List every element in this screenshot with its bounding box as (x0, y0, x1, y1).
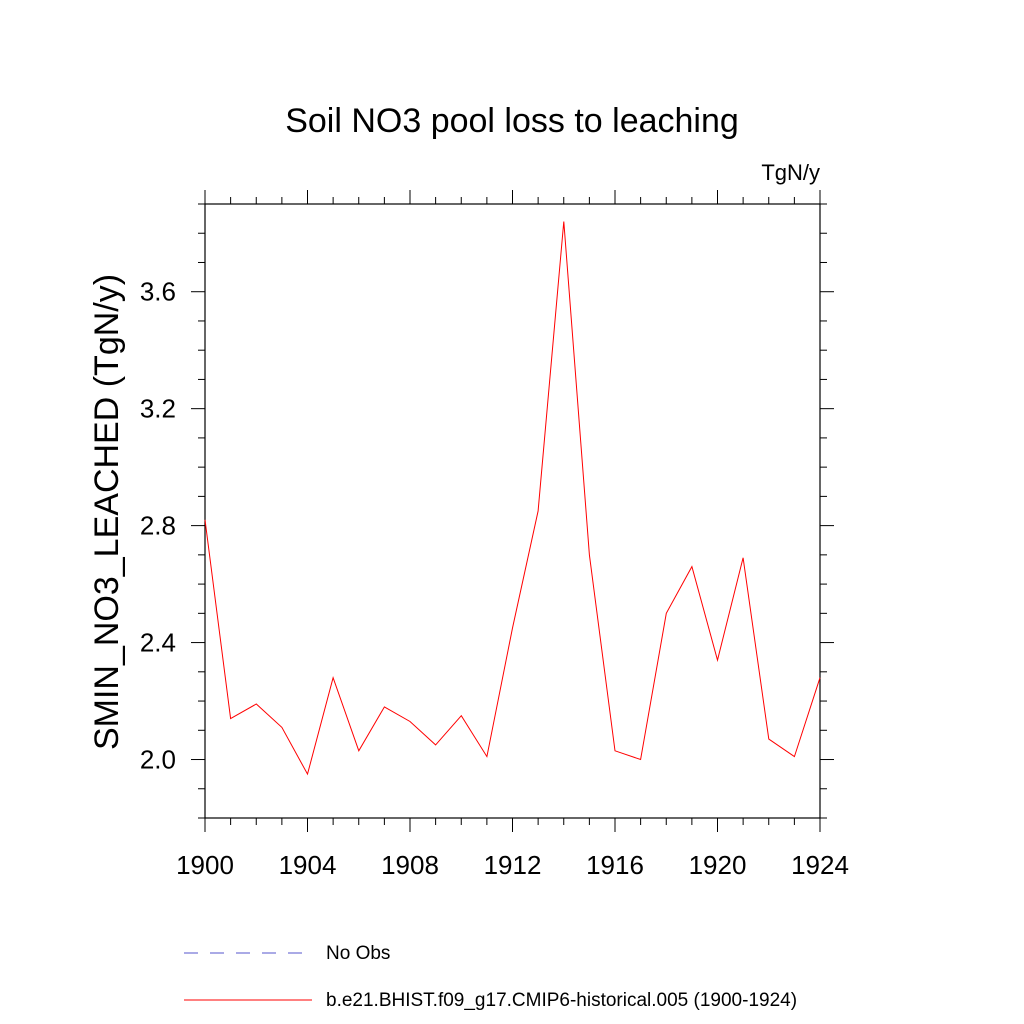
plot-frame (204, 203, 821, 819)
series-group (204, 221, 821, 776)
x-tick-label: 1924 (791, 850, 849, 880)
units-label: TgN/y (761, 160, 820, 185)
y-axis-label: SMIN_NO3_LEACHED (TgN/y) (88, 274, 126, 750)
legend: No Obs b.e21.BHIST.f09_g17.CMIP6-histori… (184, 943, 797, 1011)
x-tick-label: 1900 (176, 850, 234, 880)
x-tick-label: 1920 (689, 850, 747, 880)
y-tick-label: 2.0 (140, 745, 176, 775)
series-line (204, 221, 821, 776)
axis-ticks (191, 190, 834, 832)
x-tick-labels: 1900 1904 1908 1912 1916 1920 1924 (176, 850, 849, 880)
y-tick-label: 3.2 (140, 394, 176, 424)
legend-label-historical: b.e21.BHIST.f09_g17.CMIP6-historical.005… (326, 990, 797, 1011)
y-tick-label: 2.4 (140, 628, 176, 658)
x-tick-label: 1912 (484, 850, 542, 880)
y-tick-label: 2.8 (140, 511, 176, 541)
x-tick-label: 1916 (586, 850, 644, 880)
y-tick-labels: 2.0 2.4 2.8 3.2 3.6 (140, 277, 176, 775)
chart-title: Soil NO3 pool loss to leaching (285, 102, 739, 140)
x-tick-label: 1904 (279, 850, 337, 880)
y-tick-label: 3.6 (140, 277, 176, 307)
x-tick-label: 1908 (381, 850, 439, 880)
legend-label-no-obs: No Obs (326, 943, 390, 964)
